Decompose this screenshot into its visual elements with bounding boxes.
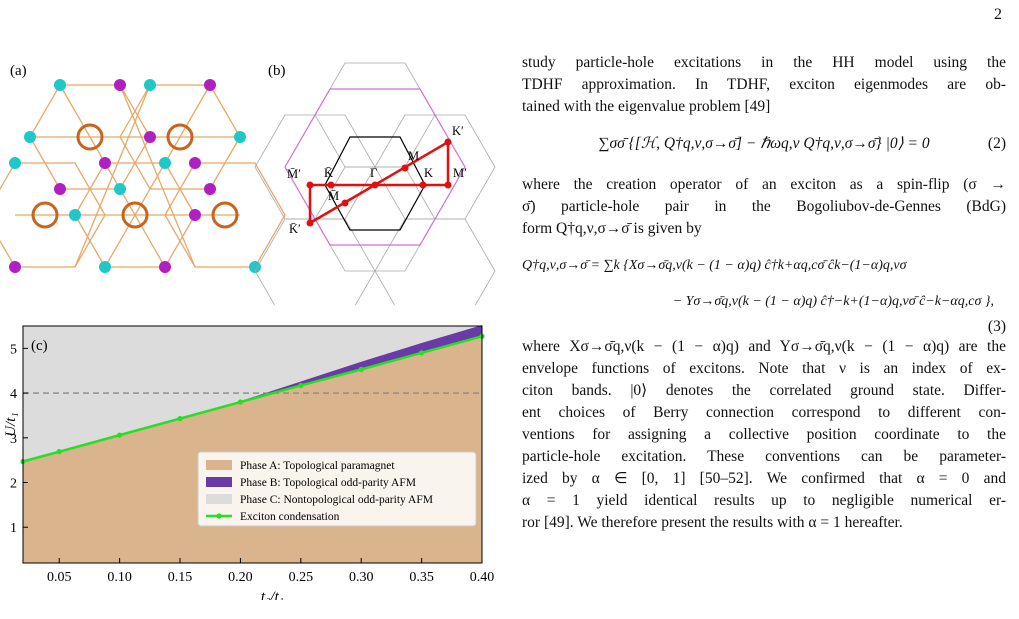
text-line: where Xσ→σ̄q,ν(k − (1 − α)q) and Yσ→σ̄q,… [522, 338, 1006, 355]
equation-number: (2) [987, 135, 1006, 152]
panel-label: (a) [10, 63, 27, 79]
exciton-point [177, 415, 183, 422]
equation-line: Q†q,ν,σ→σ̄ = ∑k {Xσ→σ̄q,ν(k − (1 − α)q) … [522, 258, 907, 273]
figure-top: (a) (b) K′ M̄′ K̄ Γ M K M′ M̄ K̄′ [0, 62, 496, 305]
legend-label: Phase C: Nontopological odd-parity AFM [240, 494, 433, 506]
text-line: study particle-hole excitations in the H… [522, 54, 1006, 71]
k-label: Γ [370, 166, 377, 180]
chart: 1 2 3 4 5 0.05 0.10 0.15 0.20 0.25 0.30 0.35 0.40 t₂/… [3, 325, 495, 600]
equation: ∑σσ̄ {[ℋ, Q†q,ν,σ→σ̄] − ℏωq,ν Q†q,ν,σ→σ̄… [522, 122, 1006, 166]
lattice [0, 84, 286, 268]
vortices [31, 123, 239, 229]
extended-zone [284, 88, 466, 246]
page-number: 2 [994, 6, 1002, 23]
legend-swatch [216, 513, 222, 519]
panel-label: (c) [31, 338, 48, 354]
legend-box [197, 451, 477, 527]
legend-label: Exciton condensation [240, 511, 340, 523]
x-axis-label: t₂/t₁ [261, 589, 284, 600]
legend-label: Phase A: Topological paramagnet [240, 460, 395, 472]
y-tick-label: 3 [10, 432, 17, 447]
text-line: where the creation operator of an excito… [522, 176, 1006, 193]
k-label: K′ [452, 124, 464, 138]
text-line: tained with the eigenvalue problem [49] [522, 98, 771, 115]
spacer [522, 240, 1006, 248]
k-label: K̄ [324, 166, 333, 180]
x-tick-label: 0.15 [168, 570, 193, 585]
x-tick-label: 0.10 [107, 570, 132, 585]
y-tick-label: 1 [10, 521, 17, 536]
x-tick-label: 0.30 [349, 570, 374, 585]
exciton-point [298, 382, 304, 389]
legend-label: Phase B: Topological odd-parity AFM [240, 477, 416, 489]
k-label: M′ [453, 166, 467, 180]
x-tick-label: 0.20 [228, 570, 253, 585]
spacer [522, 166, 1006, 174]
x-tick-label: 0.40 [470, 570, 495, 585]
body-text: study particle-hole excitations in the H… [522, 52, 1006, 534]
legend: Phase A: Topological paramagnet Phase B: … [197, 451, 477, 527]
exciton-point [117, 432, 123, 438]
plot-frame [22, 325, 483, 564]
y-axis-label: U/t₁ [3, 412, 19, 436]
text-line: TDHF approximation. In TDHF, exciton eig… [522, 76, 1006, 93]
x-tick-label: 0.35 [409, 570, 434, 585]
exciton-point [358, 366, 364, 372]
legend-swatch [206, 460, 232, 470]
panel-label: (b) [268, 63, 286, 79]
text-line: envelope functions of excitons. Note tha… [522, 360, 1006, 377]
text-line: form Q†q,ν,σ→σ̄ is given by [522, 220, 702, 237]
exciton-point [237, 399, 244, 405]
equation-text: ∑σσ̄ {[ℋ, Q†q,ν,σ→σ̄] − ℏωq,ν Q†q,ν,σ→σ̄… [598, 135, 930, 152]
y-tick-label: 4 [10, 387, 17, 402]
text-line: ventions for assigning a collective posi… [522, 426, 1006, 443]
k-points [306, 138, 452, 227]
spins [9, 79, 261, 273]
k-label: K [424, 166, 433, 180]
k-label: M̄ [328, 189, 339, 203]
exciton-point [419, 350, 425, 356]
text-line: α = 1 yield identical results up to negl… [522, 492, 1006, 509]
y-tick-label: 2 [10, 477, 17, 492]
text-line: citon bands. |0⟩ denotes the correlated … [522, 382, 1006, 399]
legend-swatch [206, 477, 232, 487]
k-label: K̄′ [289, 222, 301, 236]
text-line: ent choices of Berry connection correspo… [522, 404, 1006, 421]
legend-swatch [206, 494, 232, 504]
text-line: ror [49]. We therefore present the resul… [522, 514, 903, 531]
equation-line: − Yσ→σ̄q,ν(k − (1 − α)q) ĉ†−k+(1−α)q,νσ̄… [672, 294, 994, 309]
text-line: ized by α ∈ [0, 1] [50–52]. We confirmed… [522, 470, 1006, 487]
k-label: M̄′ [287, 167, 301, 181]
text-line: particle-hole excitation. These conventi… [522, 448, 1006, 465]
equation-number: (3) [987, 318, 1006, 335]
y-tick-label: 5 [10, 342, 17, 357]
x-tick-label: 0.25 [289, 570, 314, 585]
x-tick-label: 0.05 [47, 570, 72, 585]
exciton-point [56, 449, 62, 455]
text-line: σ̄) particle-hole pair in the Bogoliubov… [522, 198, 1006, 215]
k-label: M [408, 149, 419, 163]
k-labels: K′ M̄′ K̄ Γ M K M′ M̄ K̄′ [287, 124, 467, 236]
